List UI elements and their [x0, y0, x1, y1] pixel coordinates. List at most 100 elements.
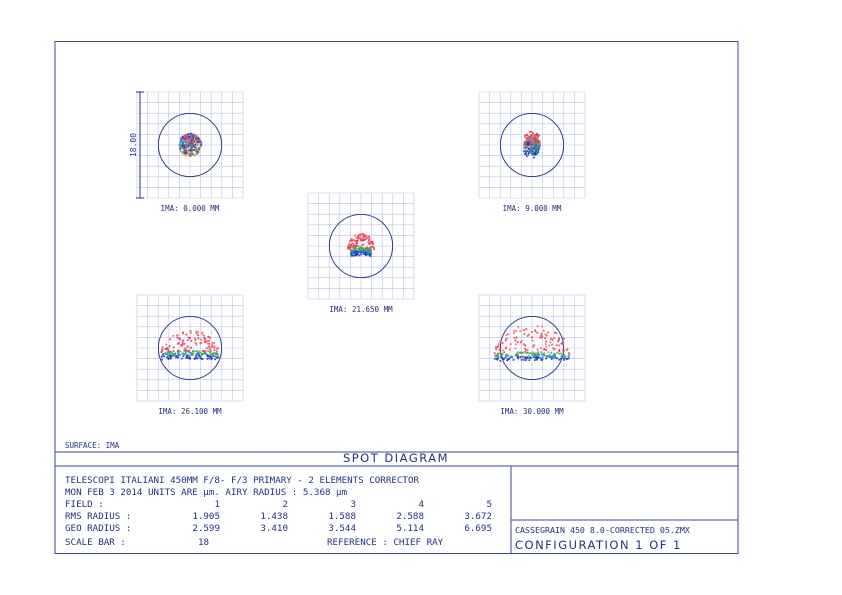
spot-point: [184, 138, 187, 141]
spot-point: [563, 353, 566, 356]
spot-point: [503, 351, 506, 354]
spot-point: [365, 236, 368, 239]
spot-point: [184, 144, 188, 147]
spot-point: [353, 234, 356, 237]
spot-point: [517, 325, 520, 328]
spot-point: [165, 343, 168, 346]
airy-disk-circle: [499, 112, 565, 178]
spot-point: [536, 325, 539, 328]
spot-label-field-5: IMA: 30.000 MM: [500, 407, 564, 416]
spot-point: [182, 339, 185, 342]
spot-point: [356, 237, 360, 240]
spot-point: [216, 356, 219, 359]
airy-disk-circle: [157, 112, 223, 178]
spot-point: [524, 141, 527, 144]
spot-point: [182, 355, 185, 358]
rms-values-cell: 3.672: [464, 511, 492, 522]
spot-point: [197, 334, 200, 337]
spot-point: [194, 337, 197, 340]
spot-point: [531, 134, 534, 137]
spot-point: [205, 347, 208, 350]
spot-point: [197, 350, 200, 353]
spot-point: [549, 337, 552, 340]
spot-point: [177, 349, 180, 352]
spot-point: [166, 351, 169, 354]
spot-point: [172, 352, 175, 355]
rms-row-label: RMS RADIUS :: [65, 511, 131, 522]
spot-point: [355, 239, 358, 242]
spot-point: [534, 139, 538, 142]
spot-point: [560, 355, 563, 358]
spot-point: [354, 245, 357, 248]
spot-point: [368, 242, 371, 245]
spot-point: [506, 354, 509, 357]
field-row-label: FIELD :: [65, 499, 104, 510]
spot-point: [502, 358, 505, 361]
spot-point: [188, 154, 191, 157]
spot-point: [180, 139, 183, 142]
spot-point: [540, 351, 543, 354]
spot-point: [558, 349, 561, 352]
spot-point: [355, 250, 358, 253]
spot-point: [181, 344, 184, 347]
spot-point: [497, 342, 500, 346]
spot-point: [190, 339, 193, 342]
spot-point: [358, 246, 361, 249]
spot-point: [550, 343, 553, 346]
spot-point: [210, 353, 213, 356]
spot-point: [348, 242, 351, 245]
spot-point: [186, 339, 189, 342]
spot-point: [181, 136, 184, 139]
spot-point: [187, 137, 190, 140]
spot-point: [522, 358, 525, 361]
spot-point: [540, 359, 543, 362]
spot-point: [524, 359, 528, 362]
spot-point: [199, 355, 202, 358]
spot-point: [504, 338, 507, 341]
rms-values-cell: 2.588: [396, 511, 424, 522]
spot-point: [533, 145, 536, 148]
spot-point: [194, 338, 197, 341]
spot-point: [185, 146, 188, 149]
spot-point: [514, 343, 517, 346]
geo-row-label: GEO RADIUS :: [65, 523, 131, 534]
spot-point: [538, 146, 541, 149]
spot-point: [530, 152, 533, 155]
spot-point: [180, 357, 183, 360]
geo-values-cell: 5.114: [396, 523, 424, 534]
spot-point: [362, 237, 365, 240]
spot-point: [545, 357, 548, 360]
spot-point: [215, 350, 218, 353]
spot-point: [198, 140, 202, 143]
spot-point: [169, 354, 172, 357]
spot-point: [508, 357, 511, 360]
spot-point: [523, 153, 526, 156]
spot-point: [523, 333, 526, 336]
info-line-1: TELESCOPI ITALIANI 450MM F/8- F/3 PRIMAR…: [65, 475, 419, 486]
spot-point: [347, 244, 350, 247]
spot-label-field-4: IMA: 26.100 MM: [158, 407, 222, 416]
spot-point: [181, 331, 185, 334]
spot-point: [195, 349, 198, 353]
spot-point: [543, 352, 546, 355]
spot-point: [371, 245, 374, 248]
spot-point: [188, 356, 192, 359]
spot-point: [191, 140, 195, 143]
spot-point: [554, 356, 557, 359]
rms-values-cell: 1.905: [192, 511, 220, 522]
fields-cell: 2: [282, 499, 288, 510]
spot-point: [347, 247, 350, 250]
spot-point: [496, 357, 499, 360]
spot-point: [163, 355, 166, 358]
spot-point: [535, 133, 538, 136]
spot-point: [531, 132, 535, 135]
spot-point: [525, 139, 528, 143]
spot-point: [516, 351, 519, 354]
spot-point: [568, 353, 571, 356]
spot-point: [366, 246, 369, 249]
spot-point: [550, 357, 553, 361]
spot-point: [532, 140, 535, 143]
spot-label-field-2: IMA: 9.000 MM: [503, 204, 562, 213]
spot-point: [528, 147, 531, 150]
spot-point: [553, 354, 557, 357]
